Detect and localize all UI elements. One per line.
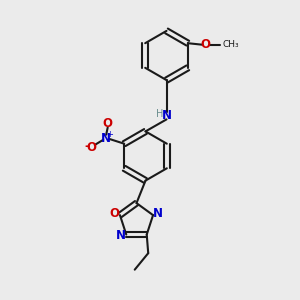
Text: N: N xyxy=(101,132,111,145)
Text: N: N xyxy=(161,109,172,122)
Text: O: O xyxy=(201,38,211,51)
Text: +: + xyxy=(106,130,113,139)
Text: CH₃: CH₃ xyxy=(223,40,239,49)
Text: -: - xyxy=(85,140,90,153)
Text: H: H xyxy=(156,109,164,119)
Text: N: N xyxy=(116,229,126,242)
Text: O: O xyxy=(87,141,97,154)
Text: N: N xyxy=(153,207,163,220)
Text: O: O xyxy=(103,117,113,130)
Text: O: O xyxy=(110,207,120,220)
